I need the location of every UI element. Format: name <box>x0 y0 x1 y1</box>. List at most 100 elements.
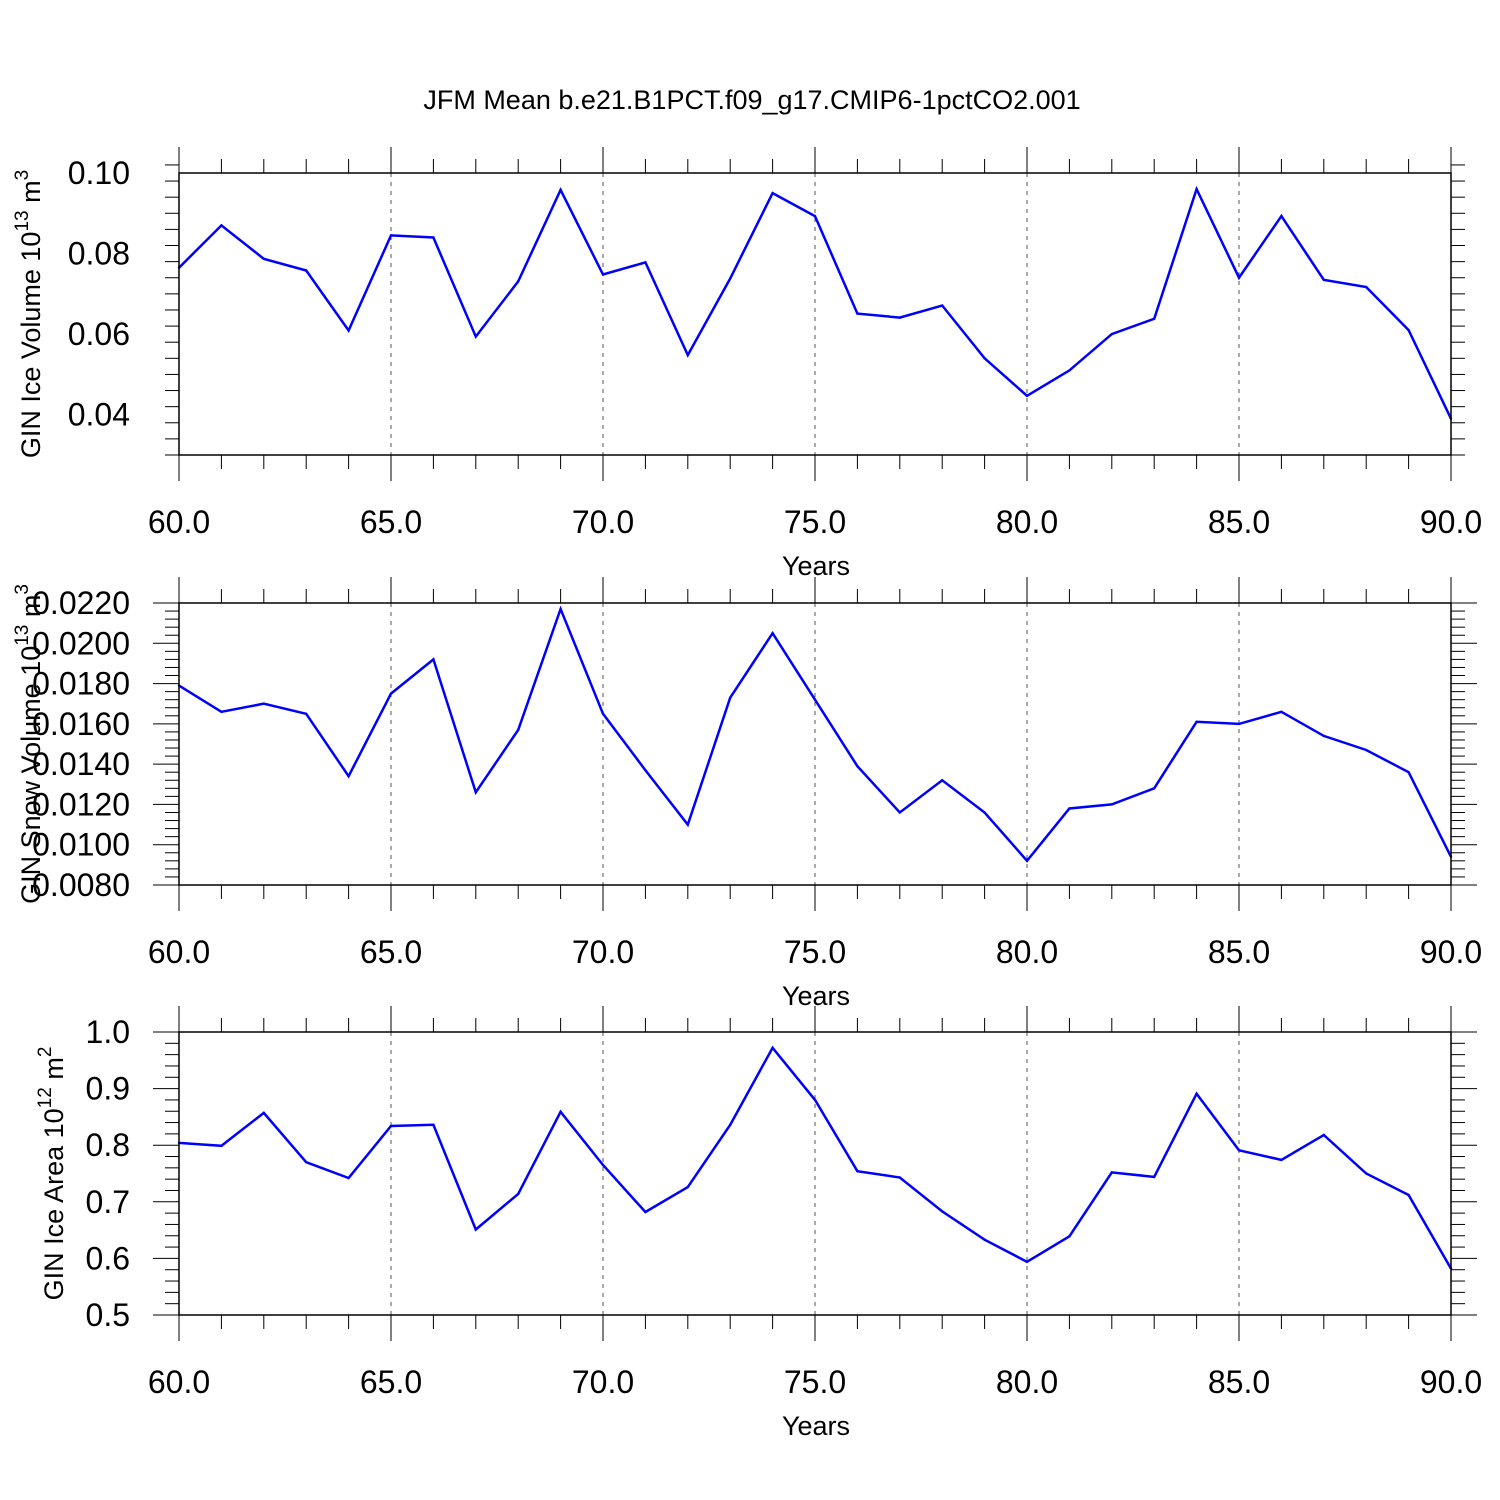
x-tick-label: 90.0 <box>1420 504 1482 540</box>
data-point <box>1407 771 1410 774</box>
data-point <box>474 335 477 338</box>
y-tick-label: 0.06 <box>68 316 130 352</box>
x-tick-label: 85.0 <box>1208 1364 1270 1400</box>
data-point <box>686 1185 689 1189</box>
data-point <box>1237 276 1241 279</box>
data-point <box>644 261 647 264</box>
data-point <box>389 234 393 237</box>
x-axis-label: Years <box>782 551 850 581</box>
y-tick-label: 0.04 <box>68 397 130 433</box>
x-tick-label: 90.0 <box>1420 1364 1482 1400</box>
plot-frame <box>178 602 1452 886</box>
x-tick-label: 70.0 <box>572 1364 634 1400</box>
data-point <box>1365 1172 1368 1175</box>
data-point <box>686 353 689 357</box>
x-axis-label: Years <box>782 981 850 1011</box>
data-point <box>898 811 901 814</box>
data-point <box>898 1176 901 1179</box>
x-tick-label: 70.0 <box>572 504 634 540</box>
data-point <box>1068 1235 1071 1238</box>
data-point <box>1068 369 1071 372</box>
data-point <box>1280 1158 1283 1162</box>
data-point <box>1068 807 1071 810</box>
data-point <box>389 1124 393 1128</box>
data-point <box>813 214 817 218</box>
data-point <box>1322 1133 1326 1137</box>
data-point <box>262 1111 265 1115</box>
data-point <box>347 1176 350 1180</box>
y-axis-label: GIN Ice Volume 1013 m3 <box>12 170 46 458</box>
data-point <box>1110 803 1114 806</box>
x-tick-label: 85.0 <box>1208 934 1270 970</box>
data-point <box>517 1192 520 1196</box>
data-point <box>856 1170 859 1173</box>
data-point <box>601 712 605 715</box>
data-point <box>262 257 265 261</box>
y-tick-label: 0.0100 <box>32 827 130 863</box>
plot-frame <box>178 1031 1452 1316</box>
data-point <box>1110 1171 1114 1174</box>
x-tick-label: 65.0 <box>360 934 422 970</box>
x-tick-label: 75.0 <box>784 934 846 970</box>
data-point <box>983 357 986 360</box>
data-point <box>771 191 774 195</box>
data-point <box>1110 332 1114 336</box>
data-point <box>220 710 223 713</box>
data-point <box>305 712 308 715</box>
data-point <box>813 1098 817 1102</box>
y-tick-label: 0.0220 <box>32 585 130 621</box>
data-point <box>474 791 477 794</box>
y-tick-label: 1.0 <box>86 1014 130 1050</box>
x-tick-label: 75.0 <box>784 504 846 540</box>
x-tick-label: 60.0 <box>148 934 210 970</box>
y-tick-label: 0.08 <box>68 236 130 272</box>
data-point <box>220 1144 223 1147</box>
chart-panel-3: 60.0 65.0 70.0 75.0 80.0 85.0 90.0 0.5 0.6 0.7 0.8… <box>35 1006 1482 1441</box>
y-tick-label: 0.0120 <box>32 786 130 822</box>
data-point <box>305 269 308 272</box>
y-tick-label: 0.0080 <box>32 867 130 903</box>
x-axis-label: Years <box>782 1411 850 1441</box>
data-point <box>517 728 520 732</box>
data-point <box>1195 1092 1198 1095</box>
y-tick-label: 0.0180 <box>32 666 130 702</box>
data-point <box>389 692 393 695</box>
data-point <box>1153 317 1156 321</box>
data-point <box>432 1123 435 1127</box>
data-point <box>983 1238 986 1241</box>
data-point <box>1407 1193 1410 1197</box>
y-tick-label: 0.0200 <box>32 625 130 661</box>
data-point <box>262 702 265 705</box>
data-point <box>347 329 350 332</box>
y-tick-label: 0.8 <box>86 1127 130 1163</box>
chart-panel-1: 60.0 65.0 70.0 75.0 80.0 85.0 90.0 0.04 0.06 0.08… <box>12 147 1482 581</box>
data-point <box>771 1046 774 1050</box>
chart-panels: 60.0 65.0 70.0 75.0 80.0 85.0 90.0 0.04 0.06 0.08… <box>12 147 1482 1441</box>
data-series-line <box>178 185 1453 420</box>
data-point <box>644 768 647 772</box>
data-point <box>729 277 732 280</box>
chart-title: JFM Mean b.e21.B1PCT.f09_g17.CMIP6-1pctC… <box>423 85 1080 115</box>
data-point <box>1025 1260 1029 1263</box>
y-tick-label: 0.0140 <box>32 746 130 782</box>
data-point <box>1237 1149 1241 1152</box>
x-tick-label: 80.0 <box>996 1364 1058 1400</box>
data-point <box>432 658 435 661</box>
data-point <box>1280 710 1283 713</box>
y-tick-label: 0.10 <box>68 155 130 191</box>
y-axis-label: GIN Ice Area 1012 m2 <box>35 1047 69 1301</box>
data-point <box>983 811 986 814</box>
data-point <box>1407 328 1410 332</box>
data-point <box>1153 787 1156 790</box>
data-point <box>1195 720 1198 724</box>
data-point <box>729 1123 732 1127</box>
data-point <box>1153 1175 1156 1179</box>
x-tick-label: 70.0 <box>572 934 634 970</box>
data-point <box>1365 285 1368 289</box>
data-point <box>941 779 944 782</box>
data-point <box>1322 734 1326 738</box>
y-tick-label: 0.9 <box>86 1071 130 1107</box>
data-point <box>559 607 562 611</box>
data-point <box>1322 278 1326 281</box>
